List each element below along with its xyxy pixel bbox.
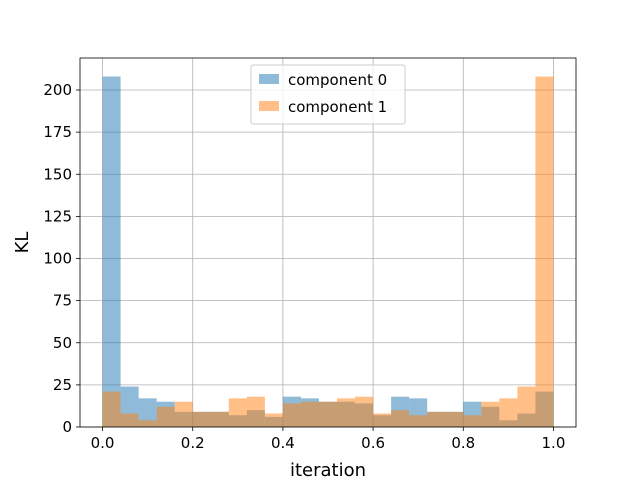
histogram-bar [373, 413, 392, 427]
histogram-bar [318, 401, 338, 427]
histogram-bar [463, 415, 482, 427]
legend-box [250, 64, 406, 125]
series-component-1 [102, 76, 554, 428]
y-tick-label: 175 [43, 123, 72, 141]
histogram-bar [535, 76, 554, 428]
histogram-bar [192, 411, 211, 427]
y-axis-label: KL [12, 232, 33, 254]
plot-frame [79, 57, 577, 428]
histogram-bar [138, 420, 157, 427]
legend: component 0 component 1 [250, 64, 406, 125]
histogram-bar [264, 413, 283, 427]
y-tick-label: 125 [43, 207, 72, 225]
histogram-bar [156, 406, 175, 427]
x-tick-label: 0.6 [361, 434, 385, 452]
histogram-bar [427, 411, 446, 427]
legend-label-component-0: component 0 [288, 71, 387, 89]
histogram-bar [391, 410, 410, 427]
histogram-bar [409, 415, 428, 427]
legend-label-component-1: component 1 [288, 98, 387, 116]
histogram-bar [138, 398, 157, 427]
y-tick-label: 200 [43, 81, 72, 99]
y-tick-label: 0 [62, 418, 72, 436]
x-tick-label: 0.4 [271, 434, 295, 452]
y-tick-label: 150 [43, 165, 72, 183]
x-tick-label: 0.2 [181, 434, 205, 452]
x-tick-label: 0.0 [91, 434, 115, 452]
y-tick-label: 50 [53, 334, 72, 352]
histogram-bar [337, 398, 356, 427]
series-component-0 [102, 76, 554, 428]
histogram-bar [120, 413, 139, 427]
legend-swatch-component-1 [259, 101, 279, 111]
histogram-bar [228, 398, 247, 427]
histogram-bar [300, 401, 319, 427]
histogram-bar [282, 403, 301, 427]
histogram-bar [102, 391, 121, 427]
y-tick-label: 75 [53, 292, 72, 310]
histogram-bar [246, 396, 265, 427]
histogram-bar [445, 411, 464, 427]
histogram-bar [210, 411, 229, 427]
y-tick-label: 25 [53, 376, 72, 394]
axis-ticks: 0.0 0.2 0.4 0.6 0.8 1.0 0 25 50 75 100 125 150 175 200 [43, 81, 565, 452]
histogram-bar [481, 401, 500, 427]
x-tick-label: 0.8 [451, 434, 475, 452]
legend-swatch-component-0 [259, 74, 279, 84]
x-axis-label: iteration [290, 460, 366, 480]
y-tick-label: 100 [43, 250, 72, 268]
histogram-bars [102, 76, 554, 428]
histogram-bar [102, 76, 121, 428]
x-tick-label: 1.0 [542, 434, 566, 452]
histogram-bar [355, 396, 374, 427]
histogram-bar [517, 386, 536, 427]
histogram-bar [499, 398, 518, 427]
histogram-bar [174, 401, 193, 427]
